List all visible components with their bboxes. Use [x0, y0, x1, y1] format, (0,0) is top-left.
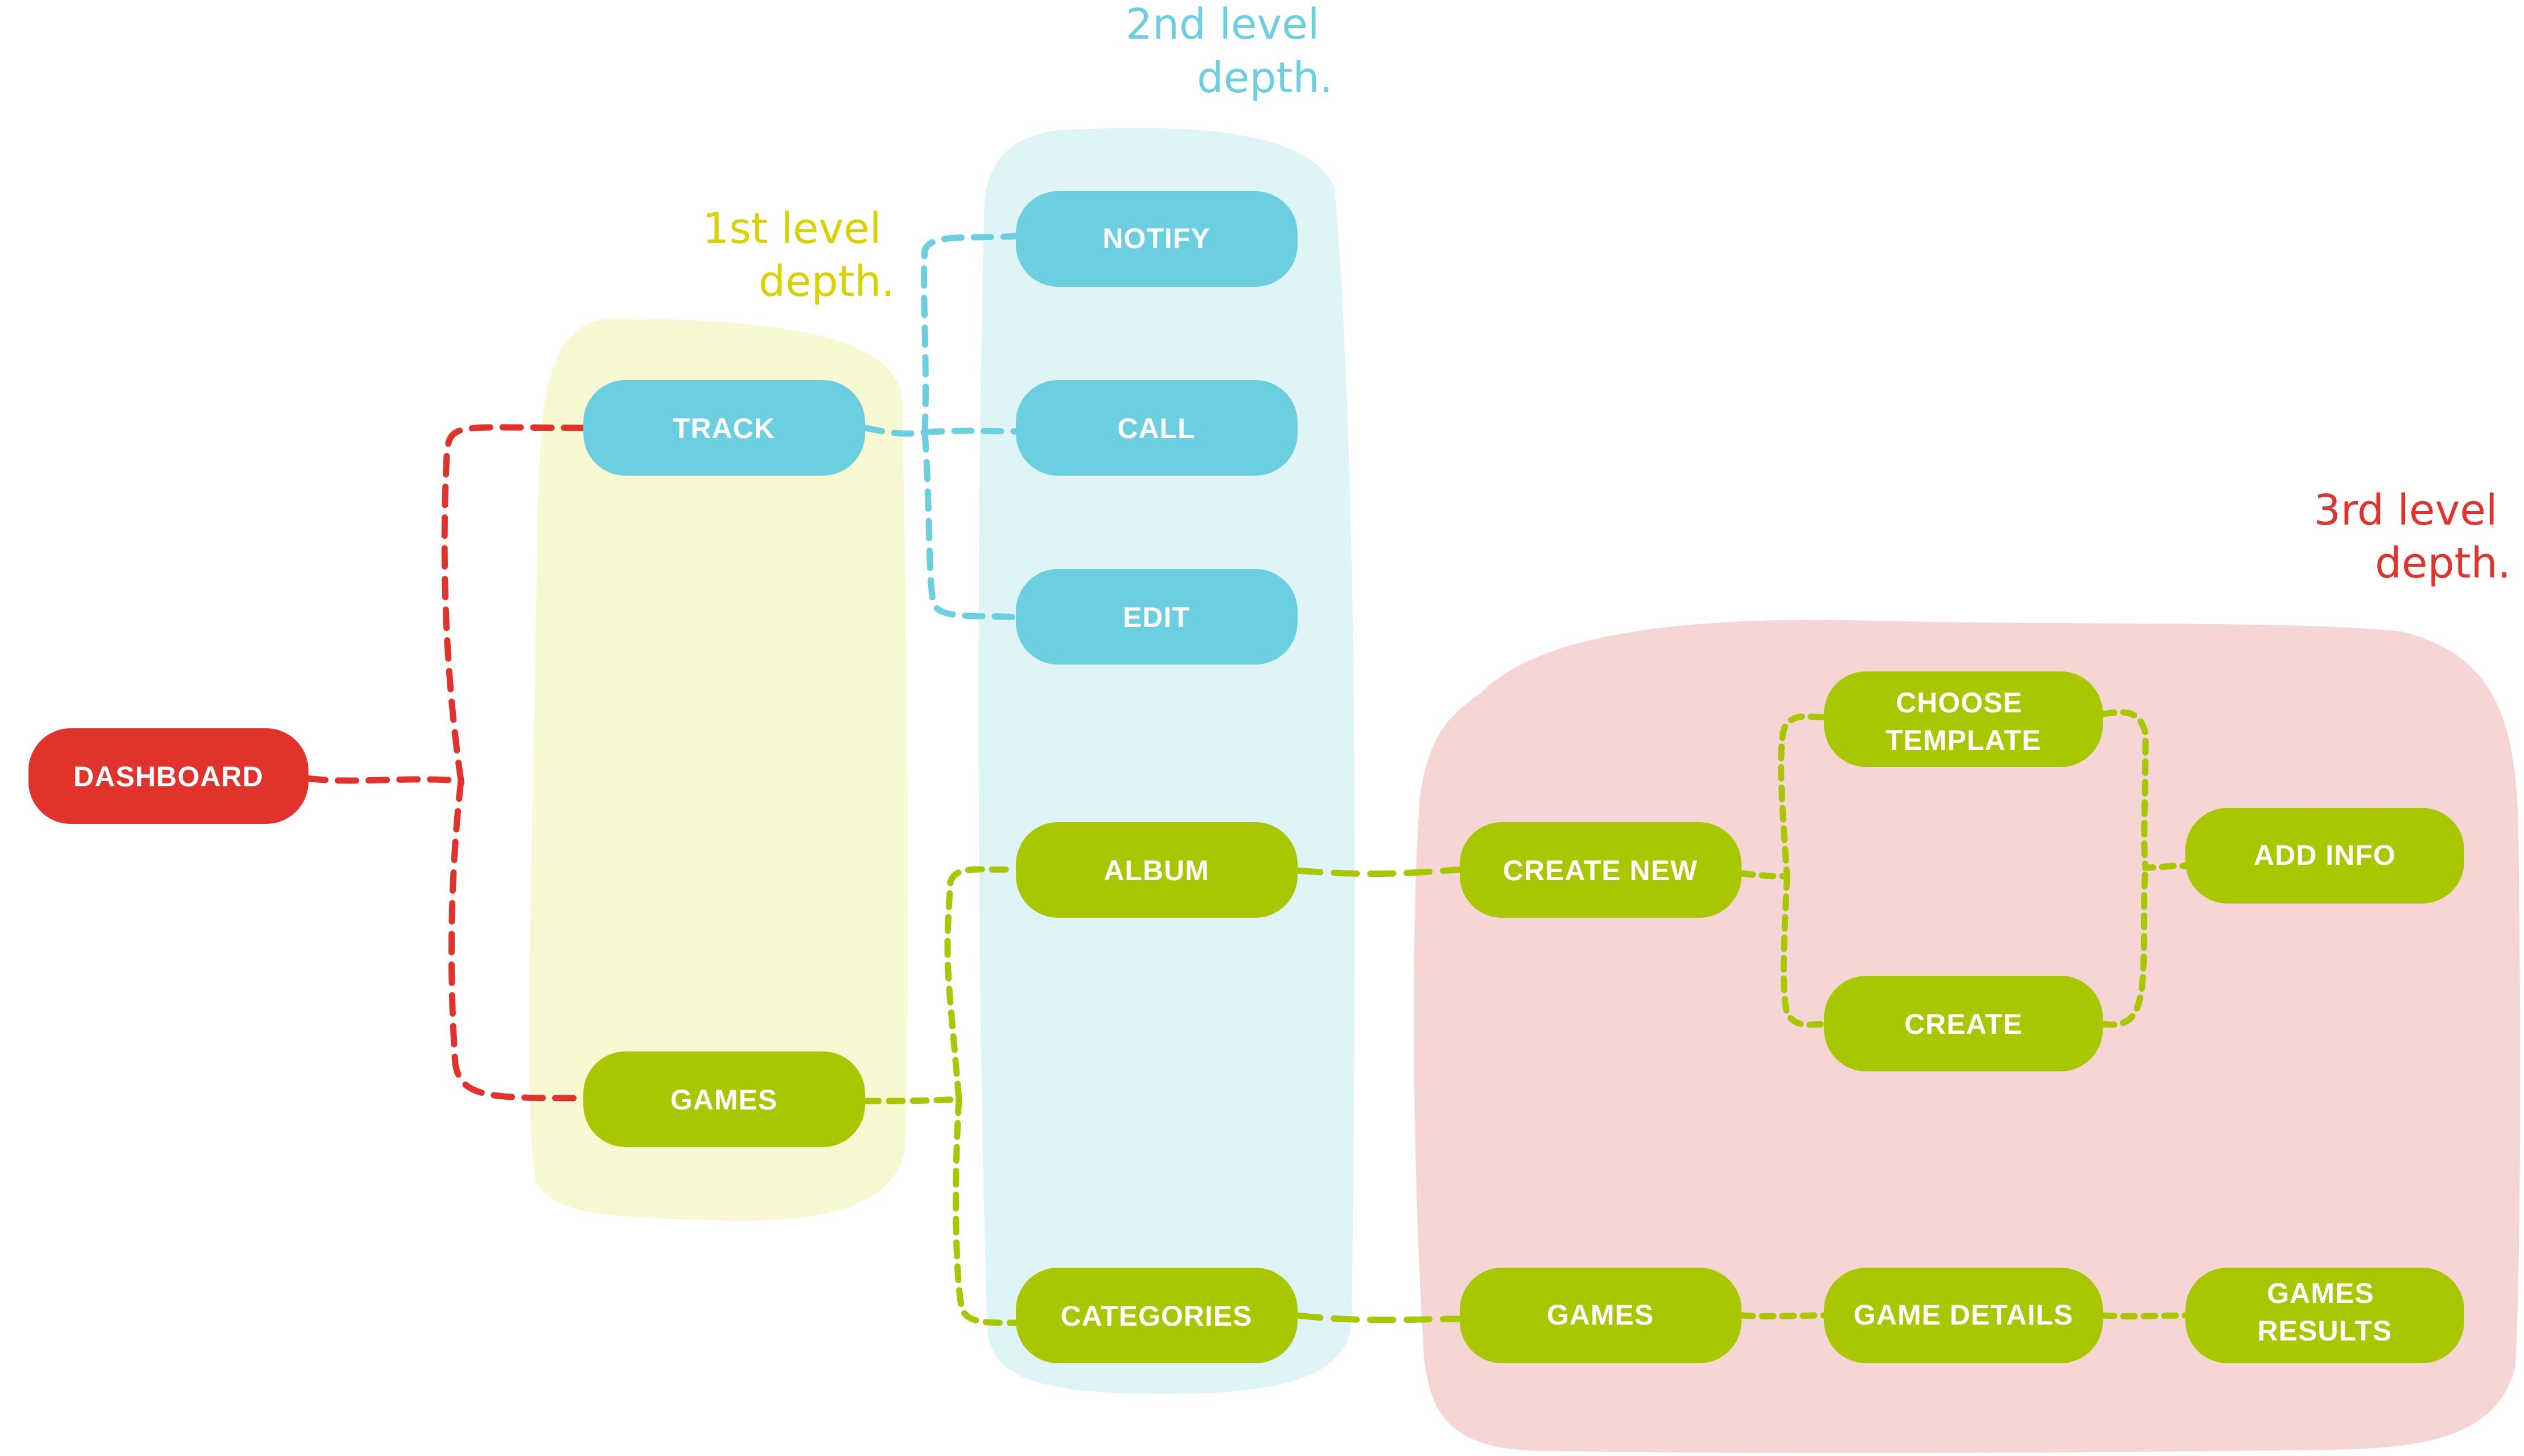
third-level-label-line2: depth. [2375, 539, 2511, 588]
node-choose-template[interactable]: CHOOSE TEMPLATE [1824, 671, 2103, 767]
node-create-new[interactable]: CREATE NEW [1460, 822, 1741, 918]
node-games-level1[interactable]: GAMES [583, 1051, 865, 1147]
node-dashboard[interactable]: DASHBOARD [28, 728, 308, 824]
node-choose-template-line2: TEMPLATE [1885, 724, 2041, 756]
connector-games-game-details [1738, 1312, 1827, 1319]
connector-categories-games [1294, 1312, 1466, 1323]
node-dashboard-label: DASHBOARD [73, 761, 263, 793]
node-edit[interactable]: EDIT [1016, 569, 1298, 665]
connector-game-details-games-results [2099, 1312, 2189, 1319]
first-level-label-line2: depth. [759, 257, 895, 306]
second-level-zone [978, 127, 1355, 1394]
node-call-label: CALL [1117, 413, 1195, 444]
connector-choose-template-add-info [2099, 709, 2189, 871]
node-games-results-line2: RESULTS [2258, 1315, 2393, 1347]
node-album-label: ALBUM [1104, 855, 1209, 886]
node-games-results-label: GAMES RESULTS [2258, 1277, 2393, 1347]
connectors [304, 233, 2189, 1326]
depth-zones [529, 127, 2521, 1453]
connector-create-add-info [2099, 864, 2149, 1028]
connector-track-notify [862, 233, 1019, 437]
second-level-label-line2: depth. [1197, 53, 1333, 102]
node-game-details-label: GAME DETAILS [1854, 1299, 2073, 1331]
connector-create-new-choose-template [1738, 713, 1827, 880]
node-categories[interactable]: CATEGORIES [1016, 1268, 1298, 1363]
node-choose-template-line1: CHOOSE [1896, 687, 2023, 719]
node-track-label: TRACK [673, 413, 775, 444]
third-level-label-line1: 3rd level [2314, 486, 2498, 535]
node-games-level3[interactable]: GAMES [1460, 1268, 1741, 1363]
second-level-label-line1: 2nd level [1126, 0, 1319, 49]
third-level-depth-label: 3rd level depth. [2314, 486, 2511, 588]
node-call[interactable]: CALL [1016, 380, 1298, 476]
connector-create-new-create [1780, 873, 1827, 1028]
node-create-label: CREATE [1904, 1008, 2023, 1040]
first-level-depth-label: 1st level depth. [702, 204, 895, 306]
connector-track-edit [921, 429, 1019, 621]
node-games-results-line1: GAMES [2267, 1277, 2374, 1309]
first-level-zone [529, 319, 908, 1221]
node-games-level1-label: GAMES [670, 1084, 777, 1116]
node-games-results[interactable]: GAMES RESULTS [2185, 1268, 2464, 1363]
node-add-info[interactable]: ADD INFO [2185, 808, 2464, 904]
node-create-new-label: CREATE NEW [1503, 855, 1698, 886]
connector-dashboard-track [304, 424, 587, 784]
node-create[interactable]: CREATE [1824, 976, 2103, 1071]
node-add-info-label: ADD INFO [2254, 839, 2396, 871]
node-album[interactable]: ALBUM [1016, 822, 1298, 918]
nodes: DASHBOARD TRACK GAMES NOTIFY CALL EDIT A… [28, 191, 2464, 1363]
second-level-depth-label: 2nd level depth. [1126, 0, 1333, 102]
node-notify-label: NOTIFY [1102, 222, 1210, 254]
node-edit-label: EDIT [1123, 601, 1190, 633]
node-categories-label: CATEGORIES [1061, 1300, 1253, 1332]
node-notify[interactable]: NOTIFY [1016, 191, 1298, 287]
connector-dashboard-games [448, 777, 587, 1102]
first-level-label-line1: 1st level [702, 204, 881, 253]
node-game-details[interactable]: GAME DETAILS [1824, 1268, 2103, 1363]
connector-games-album [862, 866, 1019, 1104]
connector-album-create-new [1294, 866, 1466, 877]
node-choose-template-label: CHOOSE TEMPLATE [1885, 687, 2041, 756]
connector-games-categories [953, 1096, 1019, 1326]
node-track[interactable]: TRACK [583, 380, 865, 476]
connector-track-call [921, 427, 1019, 436]
depth-labels: 1st level depth. 2nd level depth. 3rd le… [702, 0, 2511, 588]
node-games-level3-label: GAMES [1547, 1299, 1654, 1331]
